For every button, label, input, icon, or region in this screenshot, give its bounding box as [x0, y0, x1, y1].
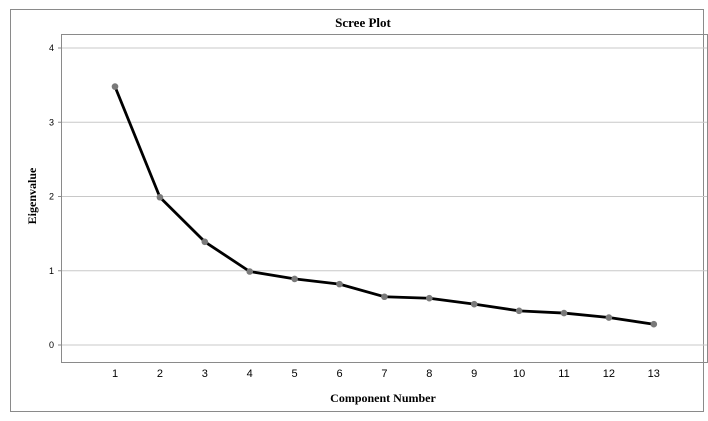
series-layer: [111, 83, 658, 328]
x-tick-label-5: 5: [292, 368, 298, 380]
data-point-1: [111, 83, 119, 90]
data-point-6: [336, 280, 343, 288]
data-point-4: [246, 268, 253, 275]
data-point-13: [650, 320, 658, 328]
chart-frame: [10, 9, 704, 412]
data-point-2: [156, 193, 164, 201]
data-point-8: [426, 294, 433, 302]
y-axis-title: Eigenvalue: [25, 167, 39, 224]
y-tick-label-1: 1: [49, 266, 54, 276]
y-tick-label-0: 0: [49, 340, 54, 350]
x-axis-title: Component Number: [330, 391, 436, 405]
x-tick-label-4: 4: [247, 368, 253, 380]
chart-title: Scree Plot: [335, 15, 391, 30]
x-tick-label-9: 9: [471, 368, 477, 380]
x-tick-label-2: 2: [157, 368, 163, 380]
data-point-10: [515, 307, 523, 315]
x-tick-label-1: 1: [112, 368, 118, 380]
y-tick-label-4: 4: [49, 43, 54, 53]
gridlines: [62, 47, 707, 346]
x-tick-label-13: 13: [648, 368, 660, 380]
x-axis-ticks: 1 2 3 4 5 6 7 8 9 10 11 12 13: [112, 368, 660, 380]
x-tick-label-8: 8: [426, 368, 432, 380]
y-tick-label-3: 3: [49, 117, 54, 127]
data-point-9: [470, 300, 478, 308]
x-tick-label-6: 6: [336, 368, 342, 380]
y-tick-label-2: 2: [49, 192, 54, 202]
data-point-5: [291, 275, 298, 283]
x-tick-label-7: 7: [381, 368, 387, 380]
data-point-3: [201, 238, 209, 246]
x-tick-label-12: 12: [603, 368, 615, 380]
data-point-11: [560, 309, 568, 317]
x-tick-label-10: 10: [513, 368, 525, 380]
y-axis-ticks: 0 1 2 3 4: [49, 43, 62, 350]
data-point-7: [381, 293, 388, 301]
x-tick-label-3: 3: [202, 368, 208, 380]
data-point-12: [605, 314, 613, 321]
x-tick-label-11: 11: [558, 368, 569, 380]
